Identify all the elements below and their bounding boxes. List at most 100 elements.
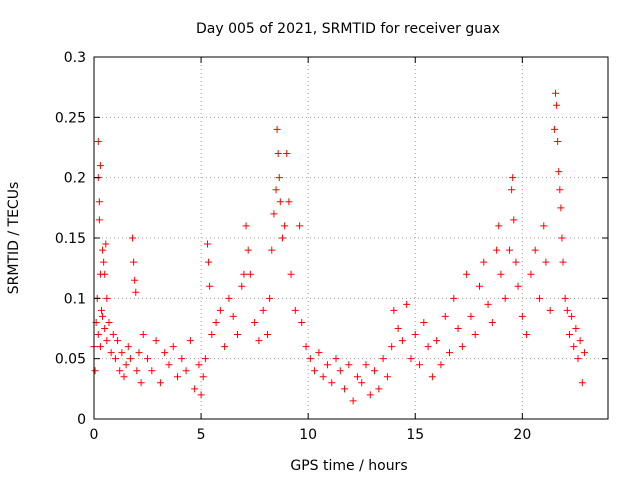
data-point: [568, 312, 576, 320]
x-tick-label: 15: [406, 427, 424, 443]
data-point: [165, 361, 173, 369]
data-point: [366, 391, 374, 399]
data-point: [182, 367, 190, 375]
data-point: [240, 270, 248, 278]
data-point: [96, 343, 104, 351]
data-point: [206, 282, 214, 290]
data-point: [174, 373, 182, 381]
data-point: [272, 186, 280, 194]
data-point: [111, 355, 119, 363]
data-point: [102, 240, 110, 248]
data-point: [283, 150, 291, 158]
data-point: [437, 361, 445, 369]
data-point: [96, 162, 104, 170]
data-point: [169, 343, 177, 351]
data-point: [266, 294, 274, 302]
data-point: [552, 89, 560, 97]
data-point: [107, 349, 115, 357]
data-point: [484, 300, 492, 308]
data-point: [553, 101, 561, 109]
data-point: [255, 337, 263, 345]
data-point: [114, 337, 122, 345]
data-point: [221, 343, 229, 351]
data-point: [394, 325, 402, 332]
data-point: [161, 349, 169, 357]
data-point: [578, 379, 586, 387]
data-point: [518, 312, 526, 320]
data-point: [508, 186, 516, 194]
data-point: [216, 306, 224, 314]
data-point: [103, 337, 111, 345]
data-point: [225, 294, 233, 302]
y-tick-label: 0.3: [64, 50, 86, 66]
data-point: [476, 282, 483, 290]
data-point: [100, 258, 108, 266]
data-point: [323, 361, 331, 369]
data-point: [557, 204, 565, 212]
data-point: [101, 325, 109, 332]
data-point: [495, 222, 503, 230]
data-point: [341, 385, 349, 393]
data-point: [291, 306, 299, 314]
data-point: [446, 349, 454, 357]
data-point: [195, 361, 203, 369]
data-point: [328, 379, 336, 387]
data-point: [205, 258, 213, 266]
data-point: [501, 294, 509, 302]
data-point: [124, 343, 132, 351]
data-point: [152, 337, 160, 345]
data-point: [510, 216, 518, 224]
data-point: [509, 174, 517, 182]
data-point: [133, 367, 141, 375]
data-point: [450, 294, 458, 302]
data-point: [576, 337, 584, 345]
data-point: [535, 294, 543, 302]
data-points: [90, 89, 588, 405]
y-tick-label: 0.2: [64, 171, 86, 187]
data-point: [268, 246, 276, 254]
data-point: [244, 246, 252, 254]
data-point: [336, 367, 344, 375]
data-point: [428, 373, 436, 381]
data-point: [99, 312, 107, 320]
y-axis-label: SRMTID / TECUs: [6, 182, 22, 295]
data-point: [148, 367, 156, 375]
data-point: [204, 240, 212, 248]
data-point: [94, 331, 102, 339]
data-point: [131, 276, 139, 284]
data-point: [116, 367, 124, 375]
data-point: [349, 397, 357, 405]
data-point: [109, 331, 117, 339]
y-tick-label: 0.15: [55, 231, 86, 247]
data-point: [273, 125, 281, 133]
data-point: [565, 331, 573, 339]
data-point: [156, 379, 164, 387]
chart-title: Day 005 of 2021, SRMTID for receiver gua…: [196, 21, 500, 37]
data-point: [186, 337, 194, 345]
data-point: [311, 367, 319, 375]
data-point: [285, 198, 293, 206]
x-tick-label: 20: [513, 427, 531, 443]
data-point: [379, 355, 387, 363]
data-point: [558, 234, 566, 242]
data-point: [130, 258, 138, 266]
data-point: [574, 355, 582, 363]
data-point: [229, 312, 237, 320]
data-point: [420, 318, 428, 326]
data-point: [91, 367, 99, 375]
data-point: [563, 306, 571, 314]
data-point: [505, 246, 513, 254]
data-point: [463, 270, 471, 278]
data-point: [139, 331, 147, 339]
data-point: [358, 379, 366, 387]
data-point: [208, 331, 216, 339]
data-point: [514, 282, 522, 290]
data-point: [540, 222, 548, 230]
data-point: [345, 361, 353, 369]
data-point: [97, 306, 105, 314]
data-point: [197, 391, 205, 399]
data-point: [296, 222, 304, 230]
data-point: [493, 246, 501, 254]
data-point: [278, 234, 286, 242]
axis-ticks: 0 0.05 0.1 0.15 0.2 0.25 0.3 0 5 10 15 20: [55, 50, 608, 443]
